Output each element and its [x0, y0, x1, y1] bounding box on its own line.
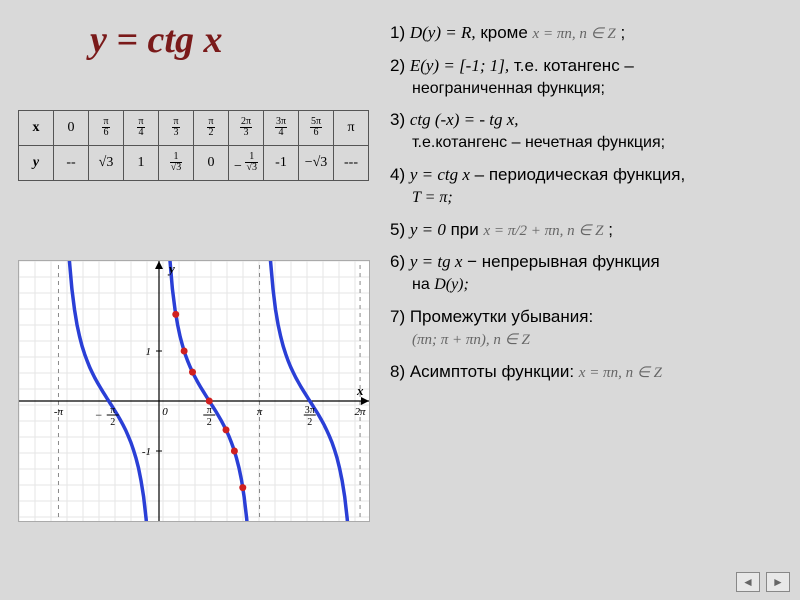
svg-text:-1: -1 — [142, 446, 151, 458]
properties-list: 1) D(y) = R, кроме x = πn, n ∈ Z ; 2) E(… — [390, 22, 780, 393]
prop-1: 1) D(y) = R, кроме x = πn, n ∈ Z ; — [390, 22, 780, 45]
prop-8: 8) Асимптоты функции: x = πn, n ∈ Z — [390, 361, 780, 384]
page-title: y = ctg x — [90, 18, 222, 62]
cotangent-graph: 1-1-π−π20π2π3π22πyx — [18, 260, 370, 522]
svg-text:π: π — [257, 406, 263, 418]
next-button[interactable]: ► — [766, 572, 790, 592]
svg-text:2: 2 — [207, 417, 212, 428]
svg-text:0: 0 — [162, 406, 168, 418]
svg-text:2: 2 — [110, 417, 115, 428]
prop-3: 3) ctg (-x) = - tg x, т.е.котангенс – не… — [390, 109, 780, 154]
value-table: x0π6π4π3π22π33π45π6π y--√311√30− 1√3-1−√… — [18, 110, 369, 181]
svg-text:π: π — [207, 405, 212, 416]
prop-6: 6) y = tg x − непрерывная функция на D(y… — [390, 251, 780, 296]
prop-5: 5) y = 0 при x = π/2 + πn, n ∈ Z ; — [390, 219, 780, 242]
svg-text:π: π — [110, 405, 115, 416]
prop-7: 7) Промежутки убывания: (πn; π + πn), n … — [390, 306, 780, 351]
svg-text:x: x — [356, 383, 364, 398]
svg-text:2π: 2π — [355, 406, 367, 418]
svg-text:y: y — [167, 261, 175, 276]
nav-buttons: ◄ ► — [736, 572, 790, 592]
prop-2: 2) E(y) = [-1; 1], т.е. котангенс – неог… — [390, 55, 780, 100]
svg-text:1: 1 — [146, 346, 152, 358]
svg-text:3π: 3π — [305, 405, 315, 416]
svg-text:2: 2 — [307, 417, 312, 428]
prop-4: 4) y = ctg x – периодическая функция, T … — [390, 164, 780, 209]
prev-button[interactable]: ◄ — [736, 572, 760, 592]
svg-text:−: − — [95, 408, 102, 422]
svg-text:-π: -π — [54, 406, 64, 418]
